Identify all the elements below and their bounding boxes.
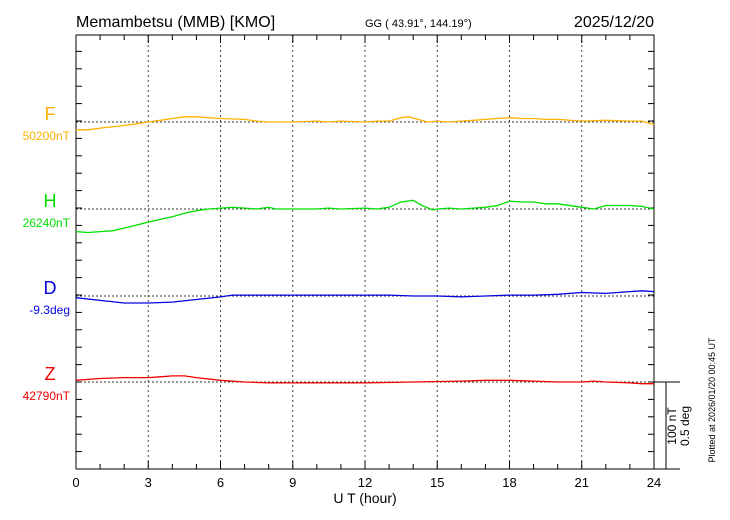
baseline-label-Z: 42790nT (23, 389, 71, 403)
x-tick-label: 15 (430, 475, 444, 490)
baseline-label-H: 26240nT (23, 216, 71, 230)
x-tick-label: 18 (502, 475, 516, 490)
station-title: Memambetsu (MMB) [KMO] (76, 14, 275, 31)
scale-nT-label: 100 nT (665, 407, 679, 445)
series-name-D: D (44, 278, 57, 298)
series-line-D (75, 290, 655, 304)
x-tick-label: 6 (217, 475, 224, 490)
baseline-label-D: -9.3deg (29, 303, 70, 317)
x-axis-label: U T (hour) (333, 490, 396, 506)
x-tick-label: 21 (575, 475, 589, 490)
scale-deg-label: 0.5 deg (678, 406, 692, 446)
series-line-Z (75, 375, 654, 385)
coordinates-label: GG ( 43.91°, 144.19°) (365, 18, 472, 30)
x-tick-label: 12 (358, 475, 372, 490)
x-tick-label: 9 (289, 475, 296, 490)
baseline-label-F: 50200nT (23, 129, 71, 143)
date-label: 2025/12/20 (574, 14, 654, 31)
series-name-H: H (44, 191, 57, 211)
plotted-at-note: Plotted at 2026/01/20 00:45 UT (707, 337, 717, 463)
x-tick-label: 3 (145, 475, 152, 490)
series-line-H (75, 199, 655, 234)
series-name-Z: Z (45, 364, 56, 384)
x-tick-label: 0 (72, 475, 79, 490)
series-line-F (76, 116, 655, 131)
x-tick-label: 24 (647, 475, 661, 490)
series-name-F: F (45, 104, 56, 124)
